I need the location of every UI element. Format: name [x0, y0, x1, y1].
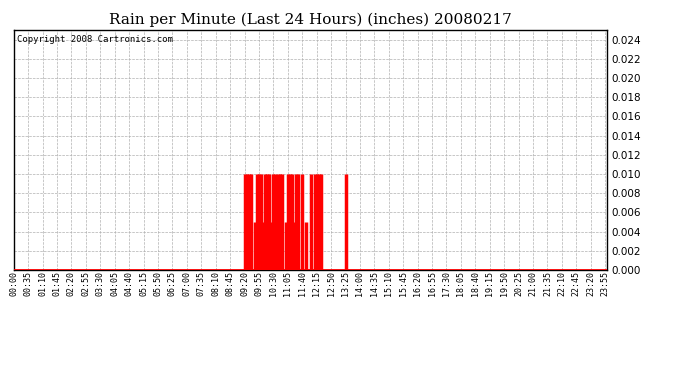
Text: Copyright 2008 Cartronics.com: Copyright 2008 Cartronics.com — [17, 35, 172, 44]
Title: Rain per Minute (Last 24 Hours) (inches) 20080217: Rain per Minute (Last 24 Hours) (inches)… — [109, 13, 512, 27]
